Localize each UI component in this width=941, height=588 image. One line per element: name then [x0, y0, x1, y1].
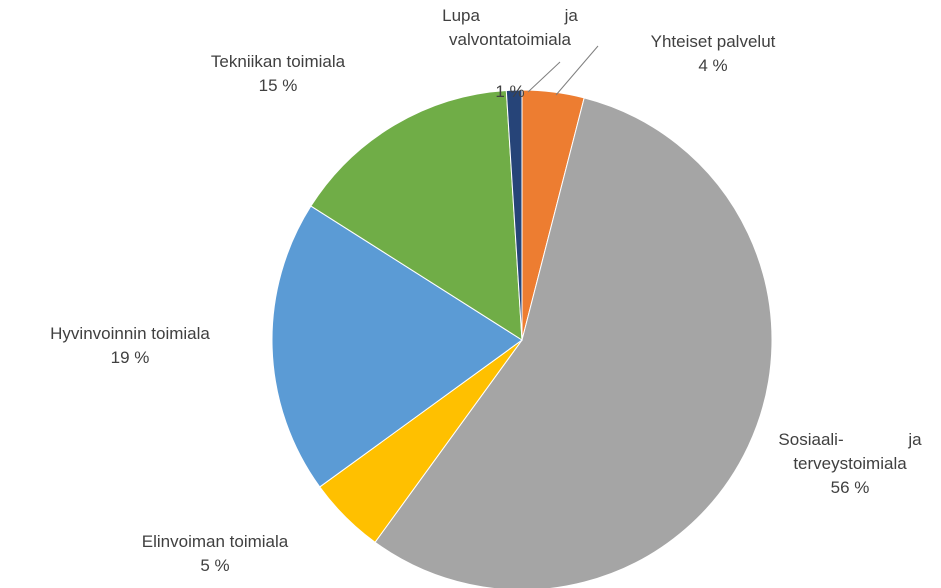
pie-slice [310, 89, 523, 341]
value-label: 5 % [200, 556, 230, 575]
slice-label: Sosiaali- ja terveystoimiala 56 % [765, 428, 935, 500]
leader-line [555, 45, 599, 96]
pie-slice [271, 205, 523, 488]
category-name: Lupa ja valvontatoimiala [442, 6, 578, 49]
value-label: 19 % [110, 348, 150, 367]
value-label: 1 % [495, 82, 525, 101]
pie-slice [374, 97, 773, 588]
slice-label: Elinvoiman toimiala 5 % [105, 530, 325, 578]
pie-slice [505, 89, 523, 341]
value-label: 56 % [830, 478, 870, 497]
slice-label: Yhteiset palvelut 4 % [613, 30, 813, 78]
category-name: Sosiaali- ja terveystoimiala [778, 430, 922, 473]
slice-label: Hyvinvoinnin toimiala 19 % [10, 322, 250, 370]
slice-label: Tekniikan toimiala 15 % [168, 50, 388, 98]
category-name: Tekniikan toimiala [210, 52, 346, 71]
value-label: 4 % [698, 56, 728, 75]
value-label: 15 % [258, 76, 298, 95]
category-name: Elinvoiman toimiala [141, 532, 289, 551]
category-name: Yhteiset palvelut [650, 32, 776, 51]
category-name: Hyvinvoinnin toimiala [50, 324, 210, 343]
slice-label: Lupa ja valvontatoimiala 1 % [435, 4, 585, 104]
leader-line [527, 61, 561, 93]
